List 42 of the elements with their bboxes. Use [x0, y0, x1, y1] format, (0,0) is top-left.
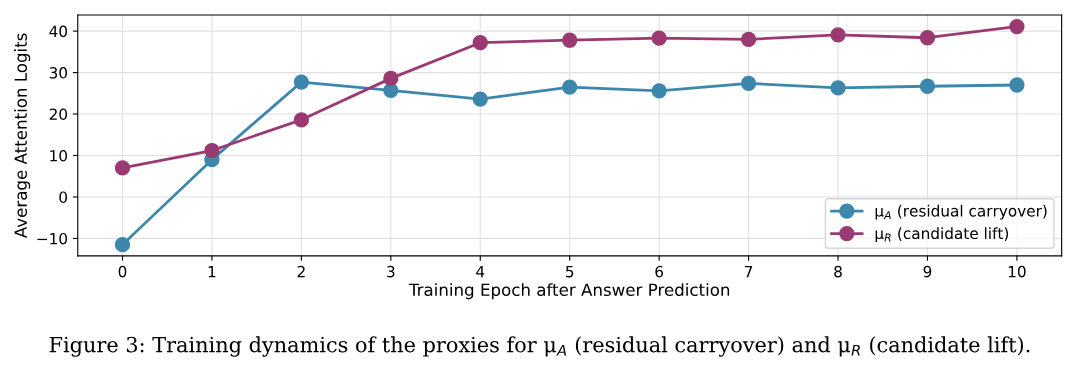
x-tick-label: 3 — [387, 265, 395, 278]
x-tick-label: 9 — [923, 265, 932, 278]
point — [204, 142, 220, 159]
point — [472, 91, 488, 107]
x-axis-title: Training Epoch after Answer Prediction — [408, 283, 730, 300]
x-tick-label: 7 — [744, 266, 753, 278]
y-tick-label: 40 — [49, 25, 68, 38]
y-tick-label: 10 — [50, 149, 68, 162]
y-tick-label: 0 — [59, 191, 68, 203]
x-tick-label: 8 — [834, 265, 842, 278]
caption: Figure 3: Training dynamics of the proxies for μ$_{A}$ (residual carryover) and μ$_{R}$ (candidate lift). — [49, 336, 1030, 357]
point — [114, 160, 131, 176]
point — [562, 79, 578, 95]
point — [1009, 77, 1025, 93]
point — [383, 70, 399, 87]
point — [293, 74, 310, 90]
y-tick-label: 30 — [49, 67, 68, 79]
point — [919, 30, 936, 46]
point — [472, 35, 488, 51]
x-tick-label: 1 — [208, 266, 216, 278]
y-tick-label: −10 — [37, 232, 68, 245]
point — [740, 31, 757, 48]
x-tick-label: 6 — [655, 265, 664, 278]
legend-label: μ$_{R}$ (candidate lift) — [875, 227, 1009, 243]
point — [114, 237, 131, 253]
point — [830, 80, 846, 96]
point — [651, 30, 667, 46]
x-tick-label: 2 — [297, 265, 305, 278]
point — [919, 78, 936, 94]
point — [651, 83, 667, 99]
point — [293, 112, 310, 128]
point — [1009, 18, 1025, 35]
legend-label: μ$_{A}$ (residual carryover) — [875, 204, 1047, 220]
x-tick-label: 5 — [566, 266, 574, 278]
point — [562, 32, 578, 48]
x-tick-label: 10 — [1008, 265, 1026, 278]
point — [830, 27, 846, 43]
x-tick-label: 0 — [118, 265, 127, 278]
y-axis-title: Average Attention Logits — [14, 33, 31, 239]
point — [740, 75, 757, 91]
y-tick-label: 20 — [49, 108, 68, 121]
x-tick-label: 4 — [476, 266, 485, 278]
